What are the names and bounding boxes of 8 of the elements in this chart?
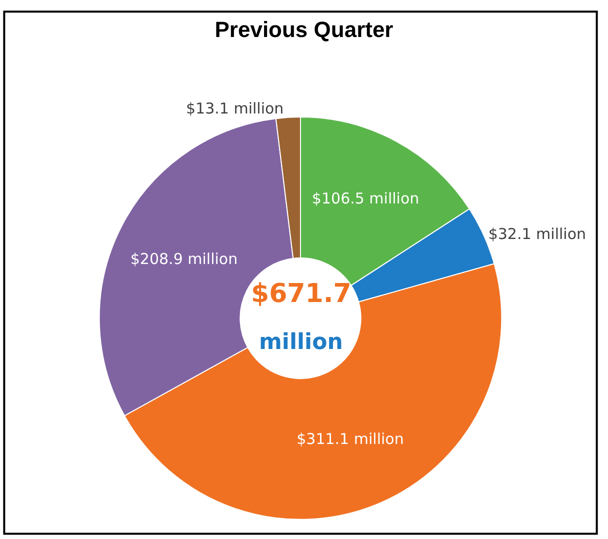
text: $671.7 (251, 279, 352, 309)
data-label: $32.1 million (488, 224, 586, 243)
data-label: $106.5 million (312, 190, 420, 208)
data-label: $13.1 million (186, 99, 284, 118)
data-label: $311.1 million (296, 430, 404, 448)
text: million (259, 330, 343, 355)
chart-title: Previous Quarter (214, 16, 394, 42)
data-label: $208.9 million (130, 250, 238, 268)
